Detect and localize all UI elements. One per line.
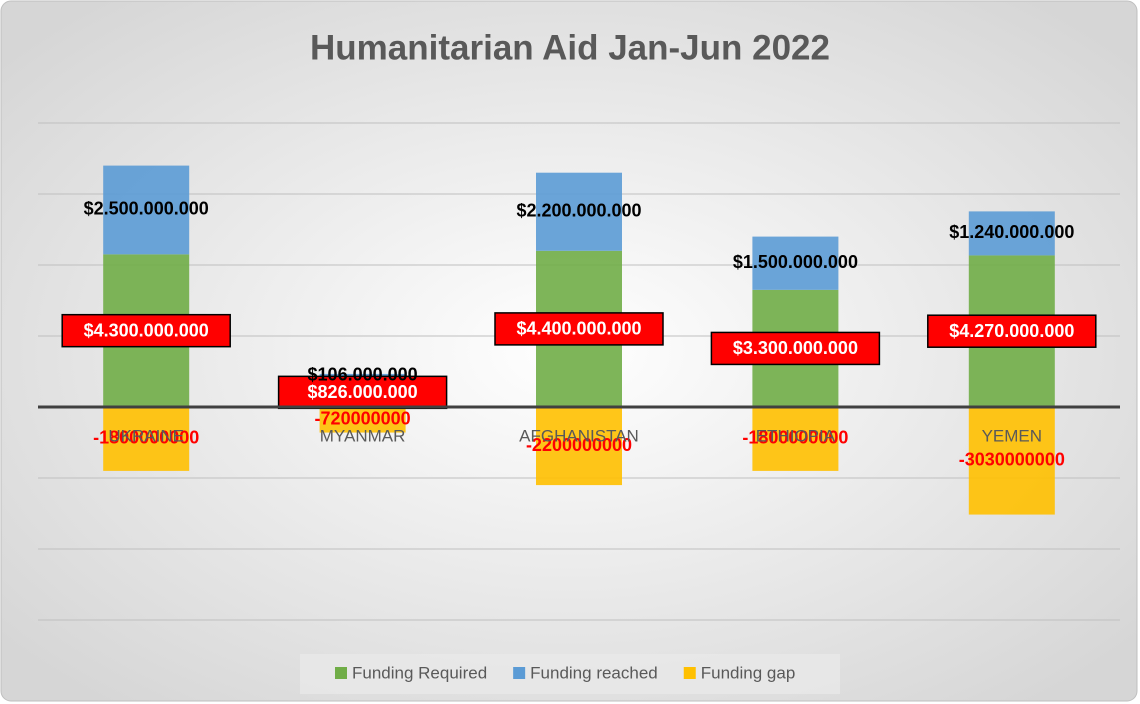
bar-segment bbox=[968, 211, 1055, 256]
bar-segment bbox=[752, 407, 839, 471]
data-label: $1.500.000.000 bbox=[733, 252, 858, 272]
chart-title: Humanitarian Aid Jan-Jun 2022 bbox=[310, 28, 830, 67]
bar-segment bbox=[103, 165, 190, 255]
x-tick-label: MYANMAR bbox=[320, 426, 406, 445]
data-label: $4.300.000.000 bbox=[84, 320, 209, 340]
data-label-box bbox=[710, 331, 881, 366]
x-tick-label: YEMEN bbox=[982, 426, 1042, 445]
bar-segment bbox=[536, 407, 622, 486]
data-label-box bbox=[61, 313, 231, 348]
legend-box bbox=[300, 654, 840, 694]
legend-label: Funding gap bbox=[701, 663, 796, 682]
bar-segment bbox=[319, 407, 406, 433]
legend-swatch bbox=[335, 667, 347, 679]
data-label: -720000000 bbox=[315, 409, 411, 429]
legend-swatch bbox=[513, 667, 526, 679]
bar-segment bbox=[103, 407, 190, 471]
data-label: -1800000000 bbox=[742, 428, 848, 448]
data-label: $3.300.000.000 bbox=[733, 338, 858, 358]
legend-label: Funding Required bbox=[352, 663, 487, 682]
x-tick-label: ETHIOPIA bbox=[756, 426, 836, 445]
data-label-box bbox=[494, 312, 664, 346]
x-tick-label: AFGHANISTAN bbox=[519, 426, 639, 445]
data-label: $826.000.000 bbox=[308, 382, 418, 402]
data-label-box bbox=[277, 375, 448, 410]
legend-swatch bbox=[683, 667, 696, 679]
legend-label: Funding reached bbox=[530, 663, 658, 682]
data-label: $2.500.000.000 bbox=[84, 199, 209, 219]
data-label: -1800000000 bbox=[93, 428, 199, 448]
data-label: $2.200.000.000 bbox=[516, 201, 641, 221]
data-label: $106.000.000 bbox=[308, 365, 418, 385]
data-label: $1.240.000.000 bbox=[949, 222, 1074, 242]
data-label: -2200000000 bbox=[526, 435, 632, 455]
bar-segment bbox=[752, 236, 839, 290]
data-label-box bbox=[927, 314, 1097, 348]
data-label: -3030000000 bbox=[959, 450, 1065, 470]
x-tick-label: UKRAINE bbox=[108, 426, 184, 445]
bar-segment bbox=[536, 172, 622, 251]
data-label: $4.270.000.000 bbox=[949, 321, 1074, 341]
bar-segment bbox=[968, 407, 1055, 515]
data-label: $4.400.000.000 bbox=[516, 319, 641, 339]
